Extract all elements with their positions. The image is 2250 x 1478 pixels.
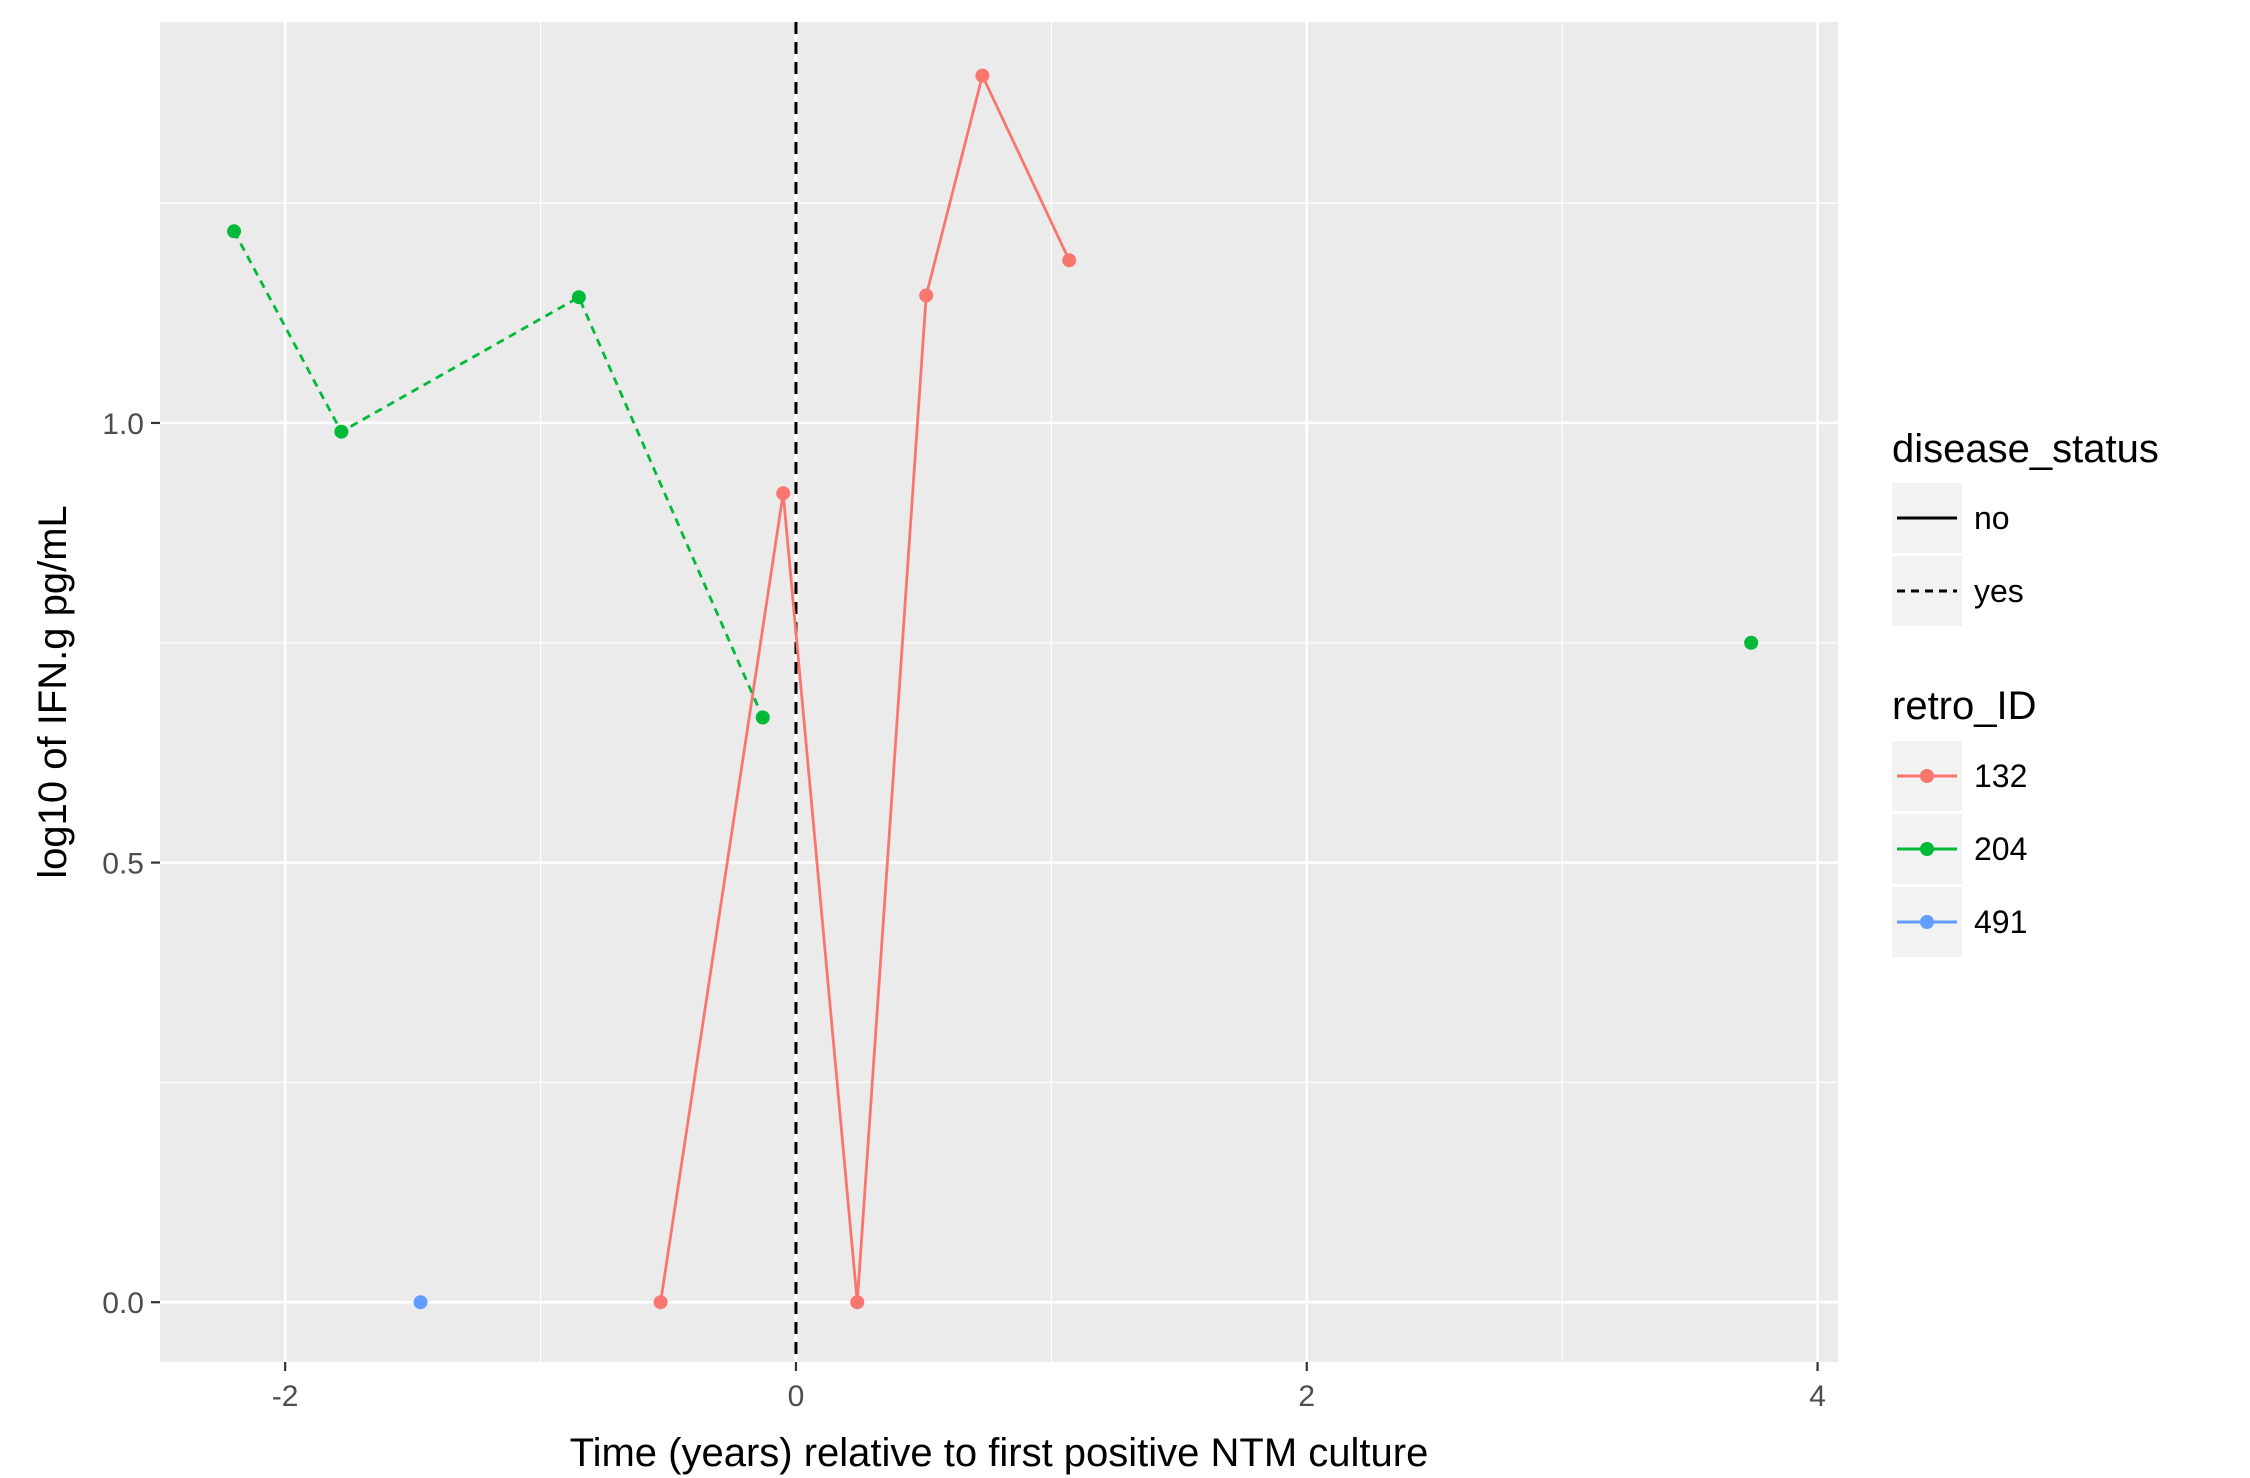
legend-title-retro-id: retro_ID (1892, 684, 2037, 728)
data-point-204 (1744, 635, 1759, 650)
plot-panel (160, 22, 1838, 1362)
data-point-132 (653, 1295, 668, 1310)
data-point-204 (227, 224, 242, 239)
data-point-132 (975, 68, 990, 83)
legend-title-disease-status: disease_status (1892, 427, 2159, 471)
legend-label-132: 132 (1974, 758, 2027, 794)
y-axis-title: log10 of IFN.g pg/mL (31, 505, 75, 879)
series-line-204-yes (232, 230, 765, 719)
series-layer (227, 68, 1759, 1310)
legend-label-no: no (1974, 500, 2010, 536)
series-line-132-no (659, 74, 1071, 1304)
x-tick-label: 2 (1298, 1380, 1315, 1413)
y-tick-label: 1.0 (102, 408, 144, 441)
legend-color-point-204 (1920, 842, 1934, 856)
legend-label-204: 204 (1974, 831, 2027, 867)
data-point-491 (413, 1295, 428, 1310)
legend-label-491: 491 (1974, 904, 2027, 940)
plot-background (160, 22, 1838, 1362)
grid-lines (160, 22, 1838, 1362)
data-point-204 (755, 710, 770, 725)
data-point-132 (1062, 253, 1077, 268)
legend: disease_status retro_ID no yes 132 204 491 (1892, 427, 2159, 957)
y-tick-label: 0.0 (102, 1287, 144, 1320)
x-axis-title: Time (years) relative to first positive … (570, 1431, 1429, 1475)
x-tick-label: 4 (1809, 1380, 1826, 1413)
legend-label-yes: yes (1974, 573, 2024, 609)
data-point-204 (334, 424, 349, 439)
data-point-132 (776, 486, 791, 501)
axis-layer: -2 0 2 4 0.0 0.5 1.0 (102, 408, 1826, 1413)
x-tick-label: 0 (788, 1380, 805, 1413)
y-tick-label: 0.5 (102, 848, 144, 881)
data-point-132 (919, 288, 934, 303)
legend-color-point-132 (1920, 769, 1934, 783)
x-tick-label: -2 (272, 1380, 299, 1413)
legend-color-point-491 (1920, 915, 1934, 929)
data-point-132 (850, 1295, 865, 1310)
data-point-204 (571, 290, 586, 305)
